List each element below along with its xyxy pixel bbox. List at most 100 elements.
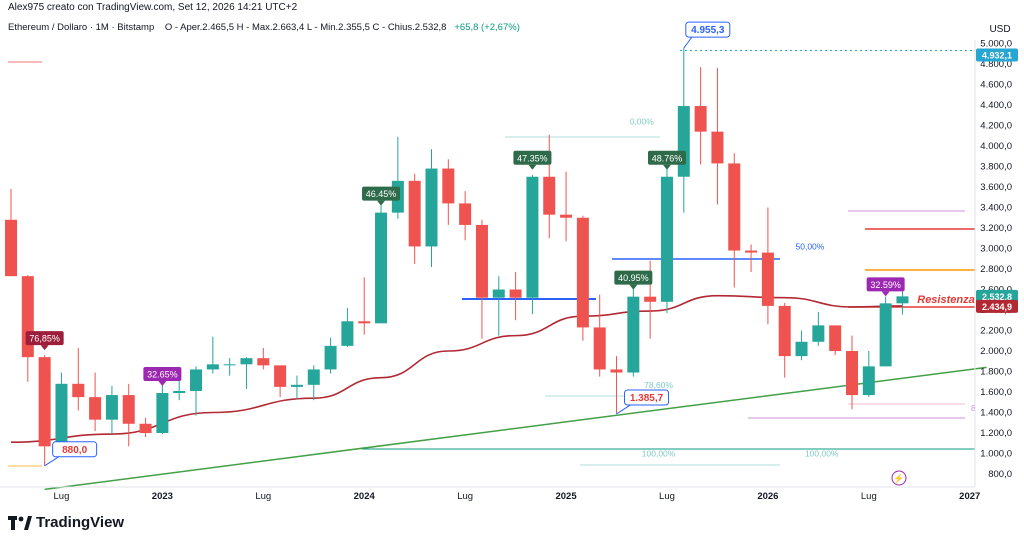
percent-label-box (866, 277, 905, 292)
percent-label-box (362, 186, 401, 201)
y-tick-label: 3.400,0 (980, 203, 1012, 214)
price-axis-badge: 2.434,9 (976, 299, 1018, 313)
price-callout: 4.955,3 (683, 21, 731, 49)
candle-body (72, 383, 85, 398)
y-tick-label: 4.600,0 (980, 80, 1012, 91)
fib-level-label: 78,60% (644, 380, 673, 390)
y-tick-label: 3.000,0 (980, 244, 1012, 255)
y-tick-label: 3.800,0 (980, 162, 1012, 173)
candle-body (341, 321, 354, 346)
candle-body (593, 327, 606, 370)
attribution-text: Alex975 creato con TradingView.com, Set … (8, 2, 298, 13)
candle-body (812, 325, 825, 342)
candle-body (38, 357, 51, 447)
candle-body (560, 214, 573, 218)
candle-body (896, 296, 909, 304)
x-tick-label: 2025 (555, 491, 577, 502)
candle-body (190, 369, 203, 391)
candle-body (492, 289, 505, 298)
fib-level-label: 0,00% (630, 117, 655, 127)
callout-box (685, 21, 731, 38)
edge-label: 8 (971, 404, 976, 413)
candle-body (576, 217, 589, 328)
candle-body (442, 168, 455, 204)
candle-body (829, 325, 842, 351)
y-tick-label: 3.600,0 (980, 182, 1012, 193)
resistance-label: Resistenza (917, 294, 974, 306)
percent-change-label: 32.59% (866, 277, 905, 297)
percent-label-pointer (158, 381, 167, 387)
percent-label-pointer (377, 200, 386, 206)
candle-body (526, 176, 539, 298)
symbol-legend[interactable]: Ethereum / Dollaro · 1M · Bitstamp O - A… (8, 22, 520, 33)
candle-body (358, 321, 371, 324)
callout-leader (616, 404, 631, 415)
y-tick-label: 1.200,0 (980, 428, 1012, 439)
price-axis-badge: 4.932,1 (976, 48, 1018, 62)
annotations-layer: 76,85% 32.65% 46.45% 47.35% 40.95% 48.76% 32.5… (25, 21, 976, 486)
percent-change-label: 46.45% (362, 186, 401, 206)
percent-label-pointer (662, 164, 671, 170)
candle-body (173, 390, 186, 394)
candle-body (711, 131, 724, 164)
candle-body (307, 369, 320, 385)
candle-body (795, 341, 808, 357)
y-tick-label: 4.800,0 (980, 59, 1012, 70)
candle-body (274, 365, 287, 387)
fib-level-label: 100,00% (642, 449, 676, 459)
percent-label-box (143, 367, 182, 382)
candle-body (55, 383, 68, 447)
price-axis-badge: 2.532,8 (976, 289, 1018, 303)
percent-change-label: 76,85% (25, 331, 64, 351)
candle-body (862, 366, 875, 396)
lightning-icon-glyph: ⚡ (893, 473, 904, 485)
y-tick-label: 1.800,0 (980, 367, 1012, 378)
badge-box (976, 289, 1018, 303)
candle-body (660, 176, 673, 302)
x-tick-label: Lug (54, 491, 70, 502)
candle-body (509, 289, 522, 298)
candle-body (375, 212, 388, 324)
callout-box (624, 389, 670, 406)
axes-layer: 800,0 1.000,0 1.200,0 1.400,0 1.600,0 1.800,0… (0, 24, 1018, 502)
candle-body (694, 106, 707, 132)
y-tick-label: 4.200,0 (980, 121, 1012, 132)
percent-label-text: 46.45% (366, 189, 397, 199)
percent-label-text: 32.65% (147, 370, 178, 380)
percent-label-pointer (629, 284, 638, 290)
green-trendline (44, 366, 987, 491)
lightning-icon: ⚡ (891, 470, 907, 486)
fib-level-label: 50,00% (796, 242, 825, 252)
candle-body (879, 303, 892, 367)
candle-body (122, 395, 135, 424)
candle-body (778, 305, 791, 357)
lightning-icon-ring (891, 470, 907, 486)
y-tick-label: 4.000,0 (980, 141, 1012, 152)
candle-body (425, 168, 438, 247)
percent-label-pointer (40, 345, 49, 351)
x-tick-label: 2024 (354, 491, 376, 502)
y-tick-label: 1.400,0 (980, 408, 1012, 419)
candle-body (105, 395, 118, 420)
callout-leader (683, 36, 693, 49)
x-tick-label: 2027 (959, 491, 980, 502)
percent-label-box (25, 331, 64, 346)
tradingview-brand[interactable]: TradingView (8, 514, 124, 531)
candle-body (745, 250, 758, 253)
candle-body (223, 364, 236, 366)
percent-change-label: 32.65% (143, 367, 182, 387)
percent-label-text: 76,85% (29, 334, 60, 344)
price-callout: 1.385,7 (616, 389, 670, 415)
badge-text: 2.434,9 (982, 302, 1012, 312)
callout-text: 4.955,3 (691, 25, 725, 36)
callout-box (52, 441, 98, 458)
candle-body (610, 369, 623, 373)
indicator-lines-layer (8, 49, 987, 491)
x-tick-label: 2026 (757, 491, 778, 502)
y-tick-label: 5.000,0 (980, 39, 1012, 50)
y-tick-label: 4.400,0 (980, 100, 1012, 111)
legend-change: +65,8 (+2,67%) (454, 22, 520, 33)
percent-label-pointer (881, 291, 890, 297)
candle-body (846, 351, 858, 396)
